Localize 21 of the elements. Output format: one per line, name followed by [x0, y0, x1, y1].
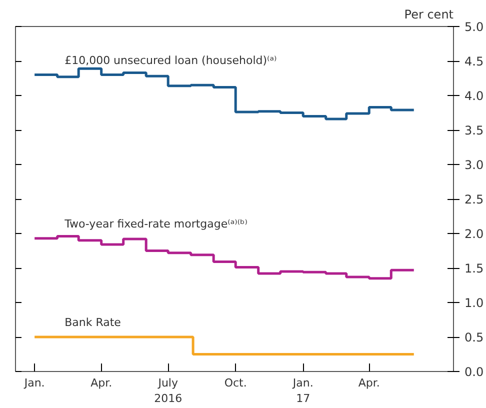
y-tick-label: 5.0 — [464, 20, 484, 34]
y-tick-label: 4.0 — [464, 89, 484, 103]
x-tick-label: Oct. — [224, 376, 247, 390]
x-tick-label: Jan. 17 — [292, 376, 314, 406]
y-tick-label: 2.5 — [464, 192, 484, 206]
y-tick-label: 4.5 — [464, 54, 484, 68]
y-tick-label: 0.0 — [464, 365, 484, 379]
y-tick-label: 1.0 — [464, 296, 484, 310]
y-tick-label: 1.5 — [464, 262, 484, 276]
series-label: Two-year fixed-rate mortgage⁽ᵃ⁾⁽ᵇ⁾ — [64, 217, 248, 230]
y-tick-label: 3.0 — [464, 158, 484, 172]
x-tick-label: Jan. — [23, 376, 45, 390]
series-label: Bank Rate — [64, 316, 122, 329]
y-tick-label: 2.0 — [464, 227, 484, 241]
y-tick-label: 0.5 — [464, 330, 484, 344]
x-tick-label: July 2016 — [154, 376, 182, 406]
y-tick-label: 3.5 — [464, 124, 484, 138]
series-label: £10,000 unsecured loan (household)⁽ᵃ⁾ — [64, 54, 278, 67]
x-tick-label: Apr. — [358, 376, 380, 390]
x-tick-label: Apr. — [90, 376, 112, 390]
y-axis-title: Per cent — [404, 8, 454, 22]
